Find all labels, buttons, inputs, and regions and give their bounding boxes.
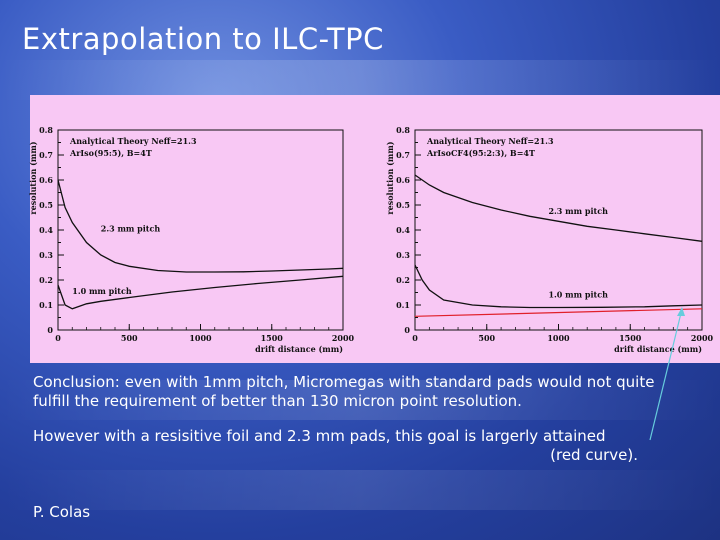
x-tick-label: 1500 — [619, 333, 642, 343]
series-line — [414, 264, 703, 309]
slide-title: Extrapolation to ILC-TPC — [22, 22, 384, 56]
legend-subtitle: ArIso(95:5), B=4T — [69, 148, 152, 158]
series-line — [57, 179, 344, 273]
series-line — [414, 174, 703, 242]
y-tick-label: 0.3 — [39, 250, 53, 260]
legend-subtitle: ArIsoCF4(95:2:3), B=4T — [426, 148, 535, 158]
x-axis-label: drift distance (mm) — [255, 344, 343, 354]
series-label-2-3mm: 2.3 mm pitch — [101, 223, 161, 233]
x-tick-label: 500 — [121, 333, 138, 343]
plot-panel: 0 0.1 0.2 0.3 0.4 0.5 0.6 0.7 0.8 0 500 1000 1500 200… — [28, 95, 720, 441]
y-tick-label: 0.5 — [39, 200, 53, 210]
y-tick-label: 0.8 — [396, 125, 410, 135]
legend-title: Analytical Theory Neff=21.3 — [69, 136, 197, 146]
y-axis-label: resolution (mm) — [28, 141, 38, 214]
y-tick-label: 0.7 — [396, 150, 410, 160]
x-tick-label: 1500 — [261, 333, 284, 343]
y-tick-label: 0.6 — [396, 175, 410, 185]
resistive-foil-line-2: (red curve). — [550, 446, 638, 464]
y-tick-label: 0.4 — [39, 225, 53, 235]
x-tick-label: 1000 — [547, 333, 570, 343]
resolution-plots: 0 0.1 0.2 0.3 0.4 0.5 0.6 0.7 0.8 0 500 1000 1500 200… — [28, 125, 714, 441]
y-tick-label: 0.6 — [39, 175, 53, 185]
y-tick-label: 0.4 — [396, 225, 410, 235]
plot-frame — [414, 129, 703, 331]
author-name: P. Colas — [33, 503, 91, 521]
series-label-1-0mm: 1.0 mm pitch — [548, 290, 608, 300]
x-tick-label: 2000 — [691, 333, 714, 343]
red-curve-series — [414, 308, 703, 317]
x-tick-label: 1000 — [189, 333, 212, 343]
x-tick-label: 0 — [55, 333, 61, 343]
y-tick-label: 0.1 — [39, 300, 53, 310]
y-tick-label: 0.8 — [39, 125, 53, 135]
annotation-arrow — [649, 308, 683, 441]
resistive-foil-line-1: However with a resisitive foil and 2.3 m… — [33, 427, 606, 445]
legend-title: Analytical Theory Neff=21.3 — [426, 136, 554, 146]
series-label-2-3mm: 2.3 mm pitch — [548, 206, 608, 216]
series-line — [57, 275, 344, 310]
y-axis-label: resolution (mm) — [385, 141, 395, 214]
x-tick-label: 2000 — [332, 333, 355, 343]
y-tick-label: 0.5 — [396, 200, 410, 210]
y-tick-label: 0 — [47, 325, 53, 335]
y-tick-label: 0.7 — [39, 150, 53, 160]
y-tick-label: 0.2 — [39, 275, 53, 285]
x-axis-label: drift distance (mm) — [614, 344, 702, 354]
y-tick-label: 0.2 — [396, 275, 410, 285]
x-tick-label: 500 — [478, 333, 495, 343]
y-tick-label: 0 — [404, 325, 410, 335]
annotation-arrow-head — [677, 307, 685, 316]
resistive-foil-text: However with a resisitive foil and 2.3 m… — [33, 427, 638, 465]
x-tick-label: 0 — [412, 333, 418, 343]
y-tick-label: 0.3 — [396, 250, 410, 260]
conclusion-text: Conclusion: even with 1mm pitch, Microme… — [33, 373, 655, 410]
series-label-1-0mm: 1.0 mm pitch — [72, 286, 132, 296]
y-tick-label: 0.1 — [396, 300, 410, 310]
